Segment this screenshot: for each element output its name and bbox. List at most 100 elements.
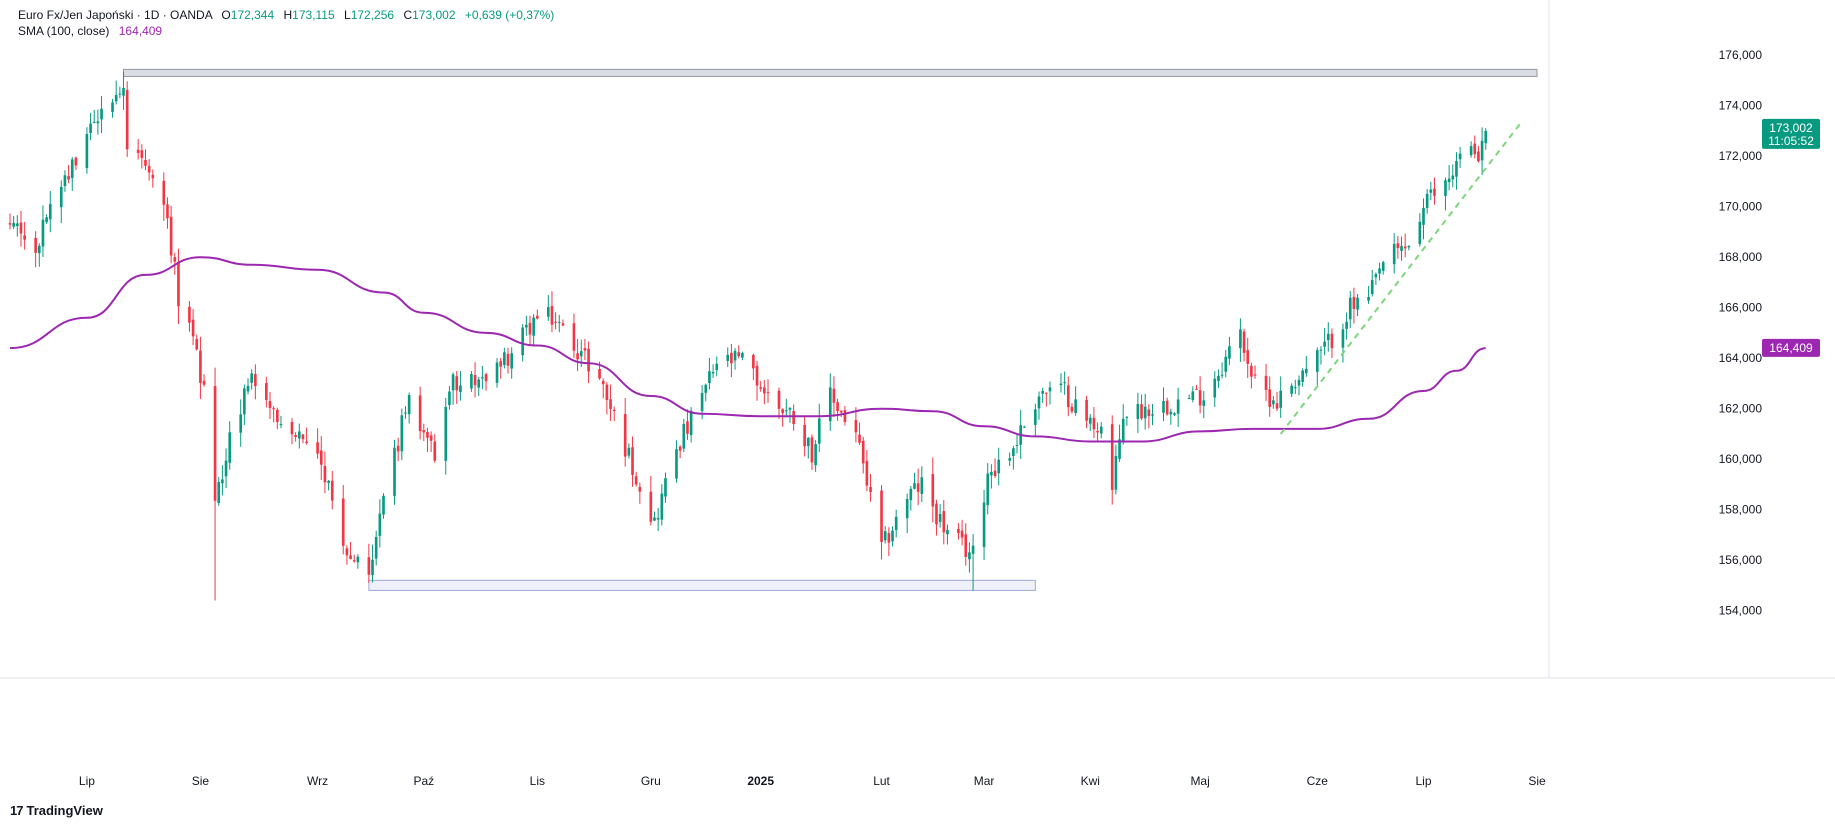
candle-body (169, 216, 173, 256)
candle-body (166, 204, 169, 219)
candle-body (920, 477, 924, 494)
candle-body (1012, 448, 1015, 457)
candle-body (1140, 404, 1143, 419)
candle-body (191, 319, 195, 337)
candle-body (1275, 403, 1279, 409)
candle-body (330, 480, 334, 501)
candle-body (1400, 245, 1403, 251)
candle-body (664, 478, 667, 497)
candle-body (993, 470, 997, 476)
candle-body (499, 361, 503, 367)
candle-body (111, 102, 114, 112)
candle-body (1165, 400, 1169, 415)
candle-body (1455, 160, 1458, 177)
trendline-layer (1279, 120, 1524, 435)
candle-body (817, 418, 821, 444)
candle-body (213, 386, 217, 501)
candle-body (726, 354, 730, 361)
candle-body (1015, 444, 1019, 446)
tradingview-logo[interactable]: 17 TradingView (10, 803, 103, 818)
price-axis[interactable]: 176,000 174,000 172,000 170,000 168,000 166,0… (0, 0, 1835, 679)
candle-body (188, 306, 191, 323)
candle-body (70, 159, 74, 179)
candle-body (942, 511, 946, 533)
candle-body (503, 352, 506, 365)
candle-body (34, 237, 37, 253)
candle-body (1037, 396, 1041, 409)
trendline[interactable] (1279, 120, 1524, 435)
candle-body (459, 385, 462, 392)
candle-body (510, 353, 513, 369)
x-tick-label: Maj (1190, 774, 1209, 788)
candle-body (316, 442, 319, 454)
candle-body (162, 180, 166, 205)
candle-body (349, 555, 352, 559)
legend-low-label: L (344, 8, 351, 22)
candle-body (477, 379, 481, 388)
candle-body (1253, 374, 1257, 376)
candle-body (144, 159, 147, 166)
candle-body (301, 434, 305, 440)
legend-high: 173,115 (292, 8, 335, 22)
candle-body (1451, 175, 1455, 180)
candle-body (294, 435, 297, 437)
candle-body (1121, 418, 1125, 443)
candle-body (1407, 246, 1411, 248)
candle-body (297, 431, 301, 439)
resistance-zone[interactable] (123, 68, 1538, 77)
candle-body (656, 517, 660, 520)
candle-body (327, 480, 330, 483)
candle-body (495, 362, 499, 383)
candle-body (396, 445, 400, 452)
candle-body (374, 537, 378, 559)
tradingview-logo-icon: 17 (10, 803, 24, 818)
candle-body (243, 388, 246, 415)
candle-body (686, 421, 689, 434)
candle-body (1473, 143, 1477, 155)
candle-body (535, 315, 539, 319)
candle-body (118, 93, 122, 95)
candle-body (810, 437, 814, 463)
candle-body (733, 350, 737, 361)
legend-sma-label[interactable]: SMA (100, close) (18, 24, 110, 38)
candle-body (982, 502, 986, 548)
candle-body (19, 222, 23, 234)
candle-body (122, 87, 125, 96)
candle-body (1341, 329, 1345, 348)
support-zone[interactable] (368, 579, 1036, 591)
candle-body (612, 409, 616, 412)
candle-body (601, 380, 605, 385)
legend-change: +0,639 (+0,37%) (464, 8, 555, 22)
candle-body (785, 410, 788, 412)
y-tick-label: 158,000 (1719, 503, 1763, 517)
candle-body (1392, 243, 1396, 265)
candle-body (1297, 379, 1301, 386)
candle-body (195, 339, 199, 350)
legend-close: 173,002 (412, 8, 456, 22)
candle-body (935, 503, 938, 525)
x-tick-label: Wrz (307, 774, 328, 788)
candle-body (1099, 426, 1103, 434)
candle-body (627, 447, 631, 456)
candle-body (473, 374, 477, 386)
candle-body (1374, 274, 1378, 278)
candle-body (89, 123, 92, 133)
candle-body (854, 420, 858, 433)
candle-body (968, 552, 971, 560)
last-price-value: 173,002 (1769, 121, 1813, 135)
candle-body (741, 352, 744, 358)
candle-body (250, 373, 254, 383)
candle-body (689, 410, 693, 436)
candle-body (598, 368, 601, 379)
time-axis[interactable]: Lip Sie Wrz Paź Lis Gru 2025 Lut Mar Kwi Maj Cze Lip… (79, 774, 1546, 788)
candle-body (832, 388, 836, 403)
legend-symbol[interactable]: Euro Fx/Jen Japoński · 1D · OANDA (18, 8, 213, 22)
candle-body (1213, 378, 1217, 398)
candle-body (1348, 297, 1352, 320)
candle-body (1118, 439, 1121, 459)
sma-line[interactable] (9, 256, 1486, 443)
candle-body (1378, 268, 1381, 274)
candle-body (1352, 296, 1356, 309)
candle-body (8, 223, 12, 225)
